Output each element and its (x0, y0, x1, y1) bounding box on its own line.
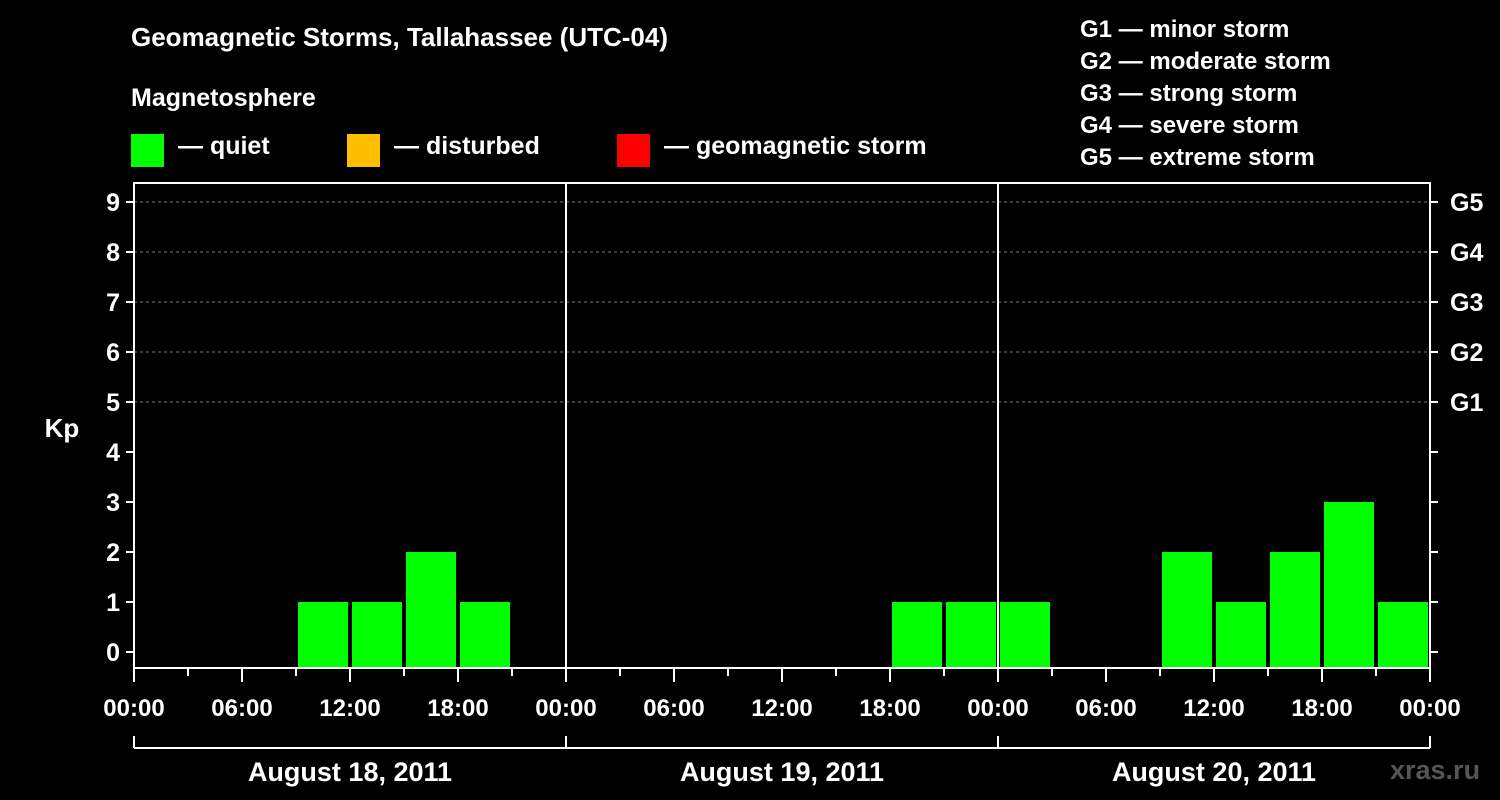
day-label-1: August 19, 2011 (680, 757, 884, 787)
y-axis-label: Kp (45, 413, 80, 443)
bar-9 (1270, 552, 1320, 668)
legend-label-quiet: — quiet (178, 132, 270, 160)
bar-6 (1000, 602, 1050, 668)
bar-5 (946, 602, 996, 668)
x-tick-label-10: 12:00 (1183, 695, 1244, 722)
bar-8 (1216, 602, 1266, 668)
right-axis-label-g1: G1 (1450, 389, 1483, 417)
x-tick-label-3: 18:00 (427, 695, 488, 722)
y-tick-label-9: 9 (106, 189, 120, 217)
chart-title: Geomagnetic Storms, Tallahassee (UTC-04) (131, 22, 669, 52)
storm-scale-g3: G3 — strong storm (1080, 80, 1298, 107)
x-tick-label-5: 06:00 (643, 695, 704, 722)
storm-scale-g2: G2 — moderate storm (1080, 48, 1331, 75)
right-axis-label-g2: G2 (1450, 339, 1483, 367)
bar-1 (352, 602, 402, 668)
bar-10 (1324, 502, 1374, 668)
y-tick-label-1: 1 (106, 589, 120, 617)
bar-11 (1378, 602, 1428, 668)
y-tick-label-4: 4 (106, 439, 120, 467)
bar-2 (406, 552, 456, 668)
legend-swatch-quiet (131, 134, 164, 167)
plot-frame (133, 182, 1431, 669)
x-tick-label-0: 00:00 (103, 695, 164, 722)
x-tick-label-7: 18:00 (859, 695, 920, 722)
legend-heading: Magnetosphere (131, 84, 316, 112)
bar-4 (892, 602, 942, 668)
x-tick-label-9: 06:00 (1075, 695, 1136, 722)
x-tick-label-2: 12:00 (319, 695, 380, 722)
right-axis-label-g3: G3 (1450, 289, 1483, 317)
storm-scale-g5: G5 — extreme storm (1080, 144, 1315, 171)
y-tick-label-2: 2 (106, 539, 120, 567)
y-tick-label-6: 6 (106, 339, 120, 367)
y-tick-label-0: 0 (106, 639, 120, 667)
storm-scale-g4: G4 — severe storm (1080, 112, 1299, 139)
right-axis-label-g5: G5 (1450, 189, 1483, 217)
y-tick-label-7: 7 (106, 289, 120, 317)
x-tick-label-6: 12:00 (751, 695, 812, 722)
bar-3 (460, 602, 510, 668)
bar-0 (298, 602, 348, 668)
y-tick-label-8: 8 (106, 239, 120, 267)
legend-swatch-storm (617, 134, 650, 167)
x-tick-label-11: 18:00 (1291, 695, 1352, 722)
legend-label-disturbed: — disturbed (394, 132, 540, 160)
x-tick-label-1: 06:00 (211, 695, 272, 722)
y-tick-label-3: 3 (106, 489, 120, 517)
x-tick-label-4: 00:00 (535, 695, 596, 722)
right-axis-label-g4: G4 (1450, 239, 1483, 267)
storm-scale-g1: G1 — minor storm (1080, 16, 1290, 43)
day-label-2: August 20, 2011 (1112, 757, 1316, 787)
x-tick-label-8: 00:00 (967, 695, 1028, 722)
bar-7 (1162, 552, 1212, 668)
y-tick-label-5: 5 (106, 389, 120, 417)
legend-swatch-disturbed (347, 134, 380, 167)
legend-label-storm: — geomagnetic storm (664, 132, 927, 160)
day-label-0: August 18, 2011 (248, 757, 452, 787)
x-tick-label-12: 00:00 (1399, 695, 1460, 722)
watermark: xras.ru (1390, 755, 1481, 785)
